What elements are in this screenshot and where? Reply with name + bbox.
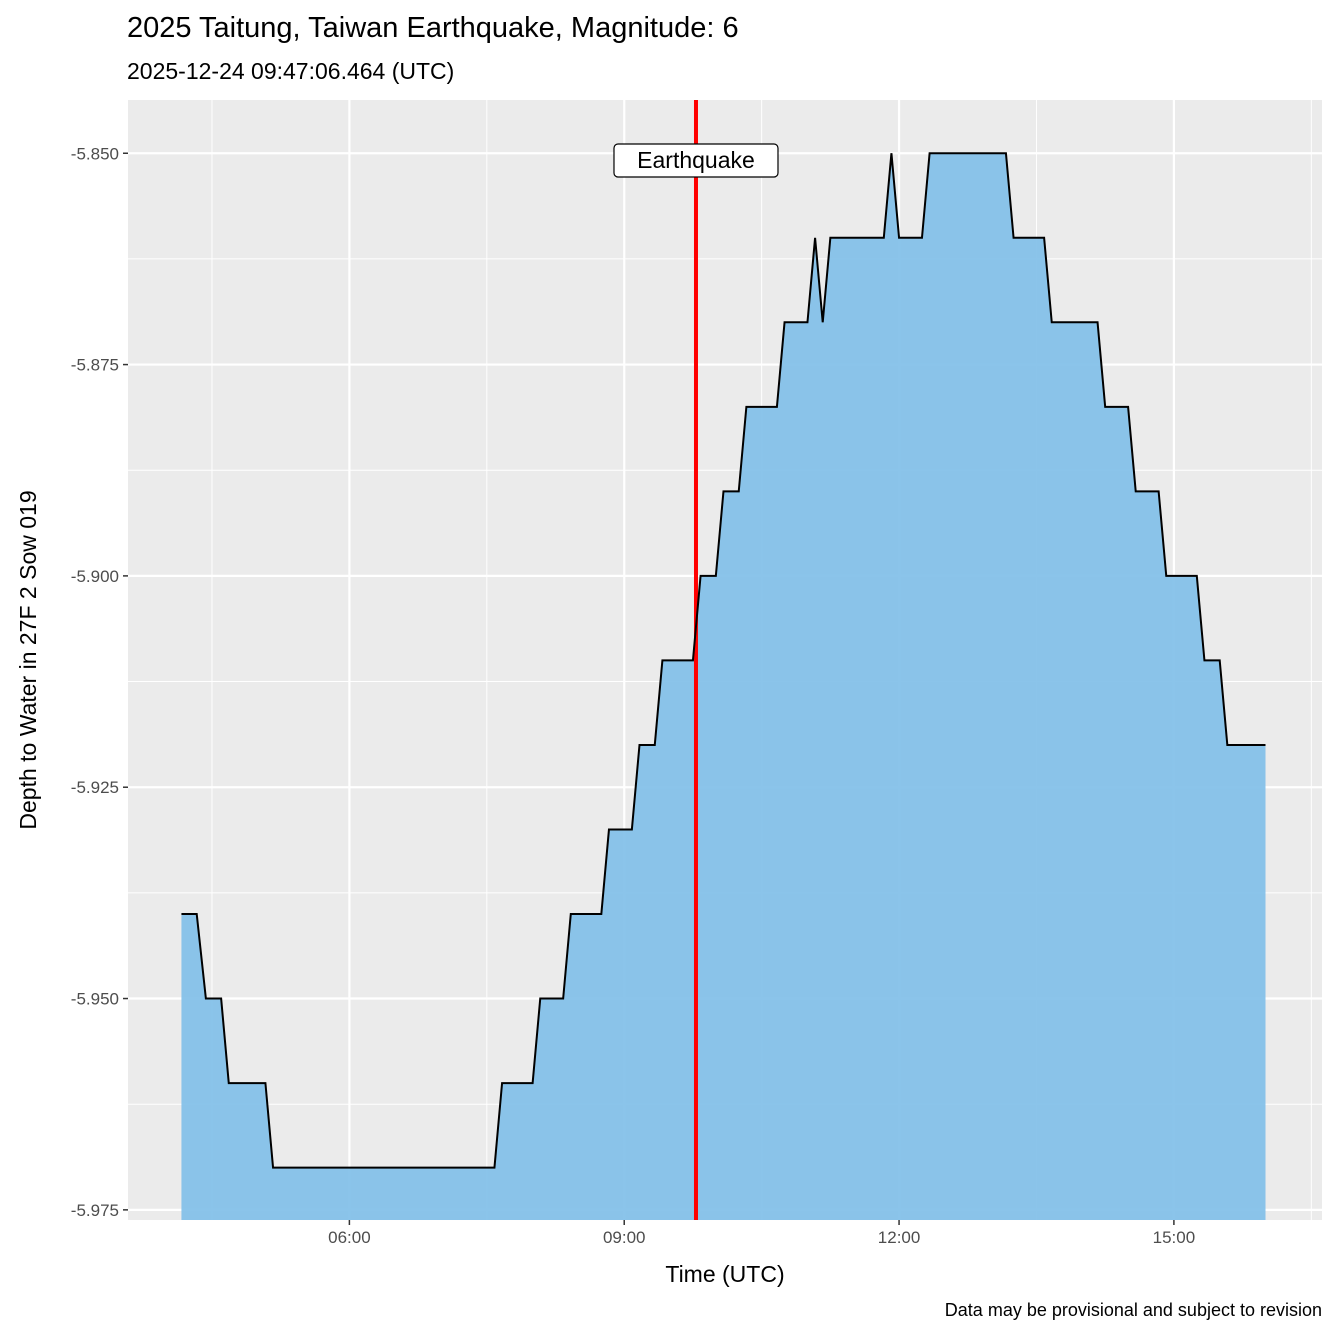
chart-caption: Data may be provisional and subject to r… bbox=[944, 1300, 1322, 1320]
x-axis-label: Time (UTC) bbox=[665, 1261, 784, 1287]
earthquake-label: Earthquake bbox=[613, 143, 779, 178]
y-tick-label: -5.950 bbox=[71, 990, 119, 1009]
axes: -5.850 -5.875 -5.900 -5.925 -5.950 -5.975 06:0… bbox=[71, 144, 1195, 1247]
x-tick-label: 12:00 bbox=[878, 1228, 921, 1247]
y-tick-label: -5.975 bbox=[71, 1201, 119, 1220]
series-line bbox=[181, 152, 1266, 1169]
earthquake-label-text: Earthquake bbox=[637, 147, 755, 173]
area-fill bbox=[181, 153, 1266, 1221]
x-tick-label: 15:00 bbox=[1153, 1228, 1196, 1247]
chart-subtitle: 2025-12-24 09:47:06.464 (UTC) bbox=[127, 58, 455, 84]
x-tick-label: 06:00 bbox=[328, 1228, 371, 1247]
y-tick-label: -5.850 bbox=[71, 144, 119, 163]
y-tick-label: -5.925 bbox=[71, 778, 119, 797]
chart-title: 2025 Taitung, Taiwan Earthquake, Magnitu… bbox=[127, 12, 739, 44]
y-axis-label: Depth to Water in 27F 2 Sow 019 bbox=[15, 490, 41, 829]
x-tick-label: 09:00 bbox=[603, 1228, 646, 1247]
earthquake-label-box bbox=[613, 143, 779, 178]
y-tick-label: -5.875 bbox=[71, 356, 119, 375]
data-layer: Earthquake bbox=[181, 100, 1266, 1221]
y-tick-label: -5.900 bbox=[71, 567, 119, 586]
